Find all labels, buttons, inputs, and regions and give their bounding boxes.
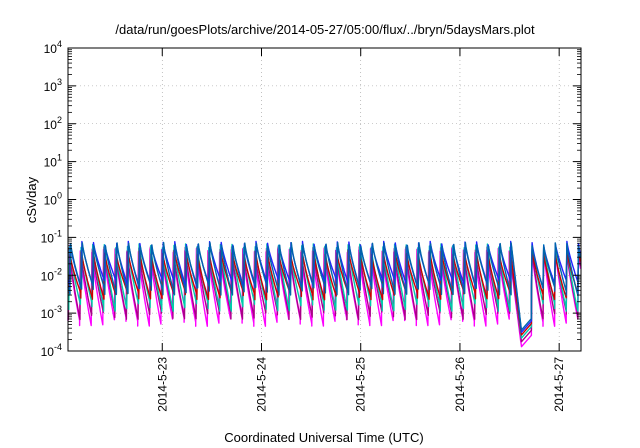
y-tick-label: 100	[44, 191, 62, 208]
x-axis-label: Coordinated Universal Time (UTC)	[224, 430, 423, 445]
y-tick-label: 10-1	[41, 228, 62, 245]
chart-title: /data/run/goesPlots/archive/2014-05-27/0…	[115, 22, 535, 37]
y-tick-label: 103	[44, 77, 62, 94]
y-axis-label: cSv/day	[24, 176, 39, 223]
series-line	[67, 246, 582, 343]
series-line	[67, 241, 582, 331]
y-tick-label: 102	[44, 115, 62, 132]
x-tick-label: 2014-5-25	[354, 357, 368, 412]
y-tick-label: 101	[44, 153, 62, 170]
x-axis: 2014-5-23 2014-5-24 2014-5-25 2014-5-26 2014…	[155, 48, 566, 412]
series-line	[67, 249, 582, 336]
y-tick-label: 10-3	[41, 304, 62, 321]
x-tick-label: 2014-5-24	[254, 357, 268, 412]
x-tick-label: 2014-5-27	[552, 357, 566, 412]
y-tick-label: 10-4	[41, 342, 62, 359]
series-lines	[67, 240, 582, 348]
x-tick-label: 2014-5-23	[155, 357, 169, 412]
y-tick-label: 104	[44, 39, 62, 56]
y-tick-label: 10-2	[41, 266, 62, 283]
series-line	[67, 247, 582, 348]
x-tick-label: 2014-5-26	[453, 357, 467, 412]
